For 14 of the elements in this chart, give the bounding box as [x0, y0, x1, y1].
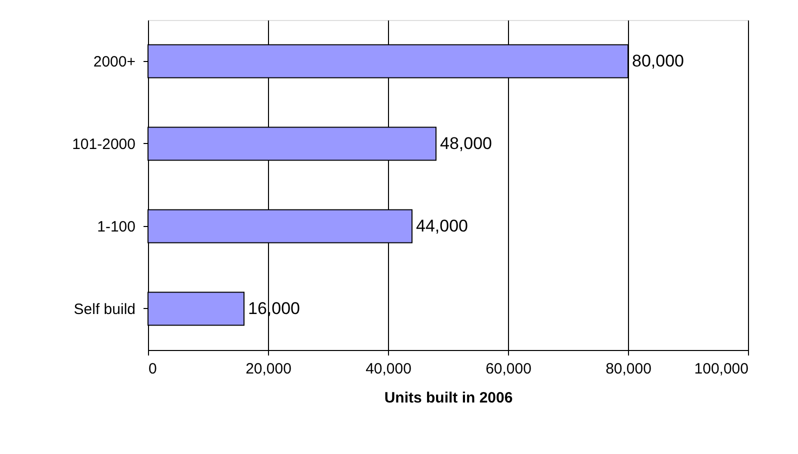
data-label: 44,000 [416, 216, 468, 236]
y-tick-label: 2000+ [93, 53, 136, 70]
y-tick-label: Self build [74, 300, 136, 318]
y-tick-label: 1-100 [97, 218, 136, 236]
data-label: 48,000 [440, 134, 492, 153]
x-tick-label: 80,000 [606, 360, 652, 378]
x-tick-label: 100,000 [694, 360, 748, 378]
data-label: 80,000 [632, 51, 684, 70]
x-tick-label: 40,000 [366, 360, 412, 378]
x-axis-title: Units built in 2006 [384, 390, 513, 406]
x-tick-label: 60,000 [486, 360, 532, 378]
x-tick-label: 20,000 [246, 360, 292, 378]
y-tick-label: 101-2000 [72, 136, 136, 153]
x-tick-label: 0 [148, 360, 157, 378]
